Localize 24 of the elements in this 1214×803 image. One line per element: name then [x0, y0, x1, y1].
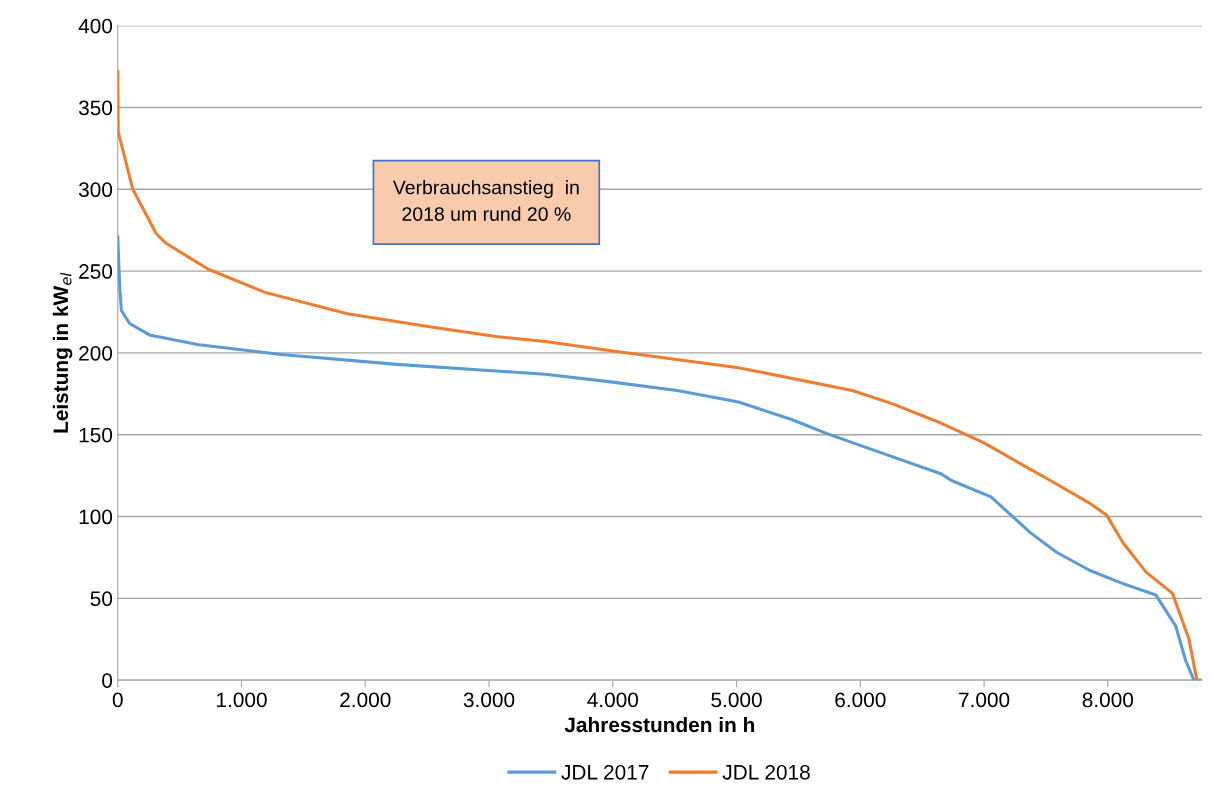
y-tick-label: 50 [90, 591, 113, 607]
y-tick-label: 150 [79, 427, 113, 443]
y-tick-label: 0 [102, 673, 113, 688]
x-tick-label: 5.000 [711, 692, 762, 708]
y-tick-label: 200 [79, 345, 113, 361]
x-tick-label: 6.000 [835, 692, 886, 708]
y-axis-title: Leistung in kW$_{el}$ [52, 272, 73, 433]
x-axis-title: Jahresstunden in h [564, 716, 755, 733]
x-tick-label: 2.000 [340, 692, 391, 708]
y-tick-label: 350 [78, 100, 113, 116]
x-tick-label: 0 [112, 692, 123, 708]
x-tick-label: 8.000 [1082, 692, 1134, 708]
x-tick-label: 7.000 [959, 692, 1010, 708]
y-tick-label: 300 [78, 182, 113, 198]
x-tick-label: 4.000 [587, 692, 639, 708]
legend-label: JDL 2018 [722, 764, 810, 780]
line-series [117, 235, 1196, 681]
y-tick-label: 400 [78, 18, 113, 34]
y-tick-label: 100 [79, 509, 113, 525]
x-tick-label: 3.000 [463, 692, 515, 708]
annotation: Verbrauchsanstieg in 2018 um rund 20 % [392, 180, 579, 221]
x-tick-label: 1.000 [217, 692, 267, 708]
y-tick-label: 250 [79, 264, 113, 279]
legend-label: JDL 2017 [561, 764, 649, 780]
